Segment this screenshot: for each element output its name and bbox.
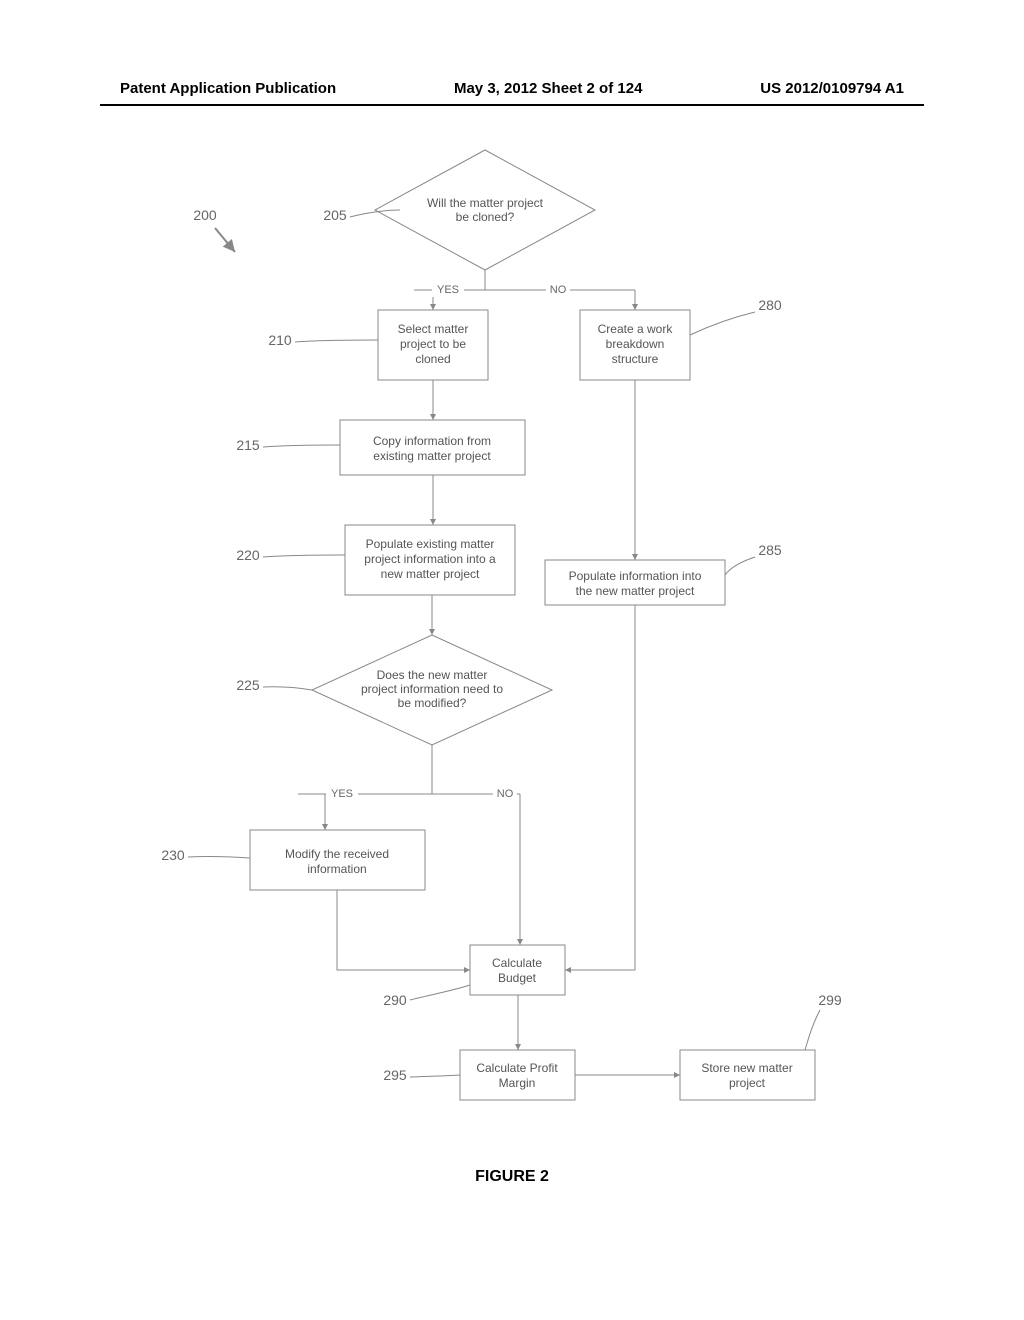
b280-l1: breakdown: [606, 337, 665, 351]
ref-200: 200: [193, 207, 217, 223]
node-b285: Populate information into the new matter…: [545, 560, 725, 605]
d225-l1: project information need to: [361, 682, 503, 696]
b285-l0: Populate information into: [569, 569, 702, 583]
d225-l0: Does the new matter: [377, 668, 488, 682]
d205-l0: Will the matter project: [427, 196, 544, 210]
node-b295: Calculate Profit Margin: [460, 1050, 575, 1100]
node-b220: Populate existing matter project informa…: [345, 525, 515, 595]
b230-l0: Modify the received: [285, 847, 389, 861]
ref-215: 215: [236, 437, 260, 453]
ref-220: 220: [236, 547, 260, 563]
b210-l2: cloned: [415, 352, 450, 366]
figure-label: FIGURE 2: [0, 1168, 1024, 1186]
node-b299: Store new matter project: [680, 1050, 815, 1100]
ref-205: 205: [323, 207, 347, 223]
b210-l1: project to be: [400, 337, 466, 351]
b295-l1: Margin: [499, 1076, 536, 1090]
b290-l1: Budget: [498, 971, 537, 985]
b210-l0: Select matter: [398, 322, 469, 336]
d225-l2: be modified?: [398, 696, 467, 710]
b280-l2: structure: [612, 352, 659, 366]
b299-l1: project: [729, 1076, 766, 1090]
node-b210: Select matter project to be cloned: [378, 310, 488, 380]
svg-text:YES: YES: [437, 284, 459, 296]
ref-295: 295: [383, 1067, 407, 1083]
node-d205: Will the matter project be cloned?: [375, 150, 595, 270]
node-b290: Calculate Budget: [470, 945, 565, 995]
ref-285: 285: [758, 542, 782, 558]
ref-210: 210: [268, 332, 292, 348]
edge-label-no1: NO: [546, 283, 570, 297]
b290-l0: Calculate: [492, 956, 542, 970]
b220-l1: project information into a: [364, 552, 496, 566]
ref-290: 290: [383, 992, 407, 1008]
page: Patent Application Publication May 3, 20…: [0, 0, 1024, 1320]
edge-label-no2: NO: [493, 787, 517, 801]
ref-299: 299: [818, 992, 842, 1008]
edge-label-yes1: YES: [432, 283, 464, 297]
ref-225: 225: [236, 677, 260, 693]
ref-280: 280: [758, 297, 782, 313]
b230-l1: information: [307, 862, 366, 876]
node-b215: Copy information from existing matter pr…: [340, 420, 525, 475]
node-b230: Modify the received information: [250, 830, 425, 890]
svg-text:NO: NO: [497, 788, 514, 800]
flowchart-svg: Will the matter project be cloned? Selec…: [0, 0, 1024, 1320]
b295-l0: Calculate Profit: [476, 1061, 558, 1075]
node-d225: Does the new matter project information …: [312, 635, 552, 745]
b280-l0: Create a work: [598, 322, 674, 336]
b215-l0: Copy information from: [373, 434, 491, 448]
svg-text:YES: YES: [331, 788, 353, 800]
d205-l1: be cloned?: [456, 210, 515, 224]
b215-l1: existing matter project: [373, 449, 491, 463]
ref-230: 230: [161, 847, 185, 863]
b220-l0: Populate existing matter: [366, 537, 495, 551]
b299-l0: Store new matter: [701, 1061, 792, 1075]
edge-label-yes2: YES: [326, 787, 358, 801]
svg-text:NO: NO: [550, 284, 567, 296]
b285-l1: the new matter project: [576, 584, 695, 598]
b220-l2: new matter project: [381, 567, 480, 581]
node-b280: Create a work breakdown structure: [580, 310, 690, 380]
